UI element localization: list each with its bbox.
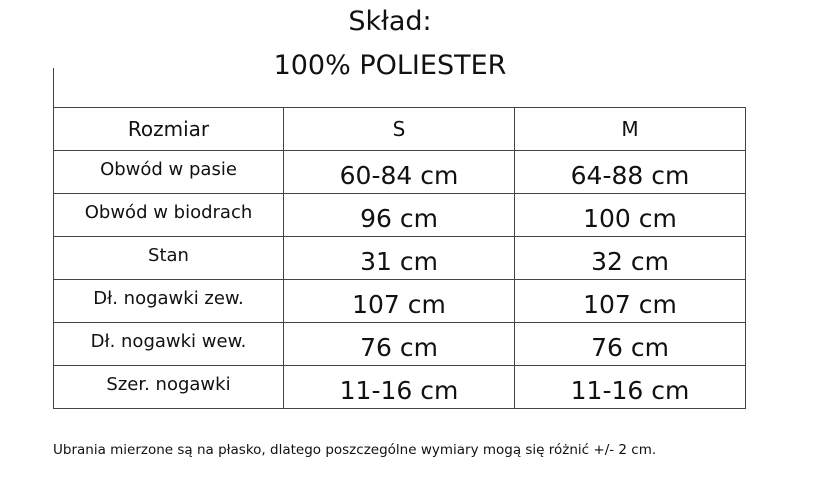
value-m: 64-88 cm xyxy=(514,150,746,194)
measurement-note: Ubrania mierzone są na płasko, dlatego p… xyxy=(53,442,657,458)
row-label: Dł. nogawki zew. xyxy=(53,279,284,323)
table-header-row: Rozmiar S M xyxy=(53,107,746,151)
table-row: Obwód w pasie 60-84 cm 64-88 cm xyxy=(53,150,746,194)
value-m: 76 cm xyxy=(514,322,746,366)
value-s: 107 cm xyxy=(283,279,515,323)
row-label: Szer. nogawki xyxy=(53,365,284,409)
size-table: Rozmiar S M Obwód w pasie 60-84 cm 64-88 c… xyxy=(53,107,746,409)
header-m: M xyxy=(514,107,746,151)
table-row: Szer. nogawki 11-16 cm 11-16 cm xyxy=(53,365,746,409)
row-label: Obwód w biodrach xyxy=(53,193,284,237)
value-s: 60-84 cm xyxy=(283,150,515,194)
table-row: Dł. nogawki wew. 76 cm 76 cm xyxy=(53,322,746,366)
header-s: S xyxy=(283,107,515,151)
value-s: 96 cm xyxy=(283,193,515,237)
table-row: Obwód w biodrach 96 cm 100 cm xyxy=(53,193,746,237)
row-label: Obwód w pasie xyxy=(53,150,284,194)
material-text: 100% POLIESTER xyxy=(273,50,507,81)
divider xyxy=(53,68,54,108)
value-s: 31 cm xyxy=(283,236,515,280)
composition-title: Skład: xyxy=(348,6,432,37)
table-row: Dł. nogawki zew. 107 cm 107 cm xyxy=(53,279,746,323)
table-row: Stan 31 cm 32 cm xyxy=(53,236,746,280)
value-m: 11-16 cm xyxy=(514,365,746,409)
row-label: Stan xyxy=(53,236,284,280)
value-m: 32 cm xyxy=(514,236,746,280)
value-m: 100 cm xyxy=(514,193,746,237)
value-m: 107 cm xyxy=(514,279,746,323)
header-size: Rozmiar xyxy=(53,107,284,151)
row-label: Dł. nogawki wew. xyxy=(53,322,284,366)
value-s: 11-16 cm xyxy=(283,365,515,409)
value-s: 76 cm xyxy=(283,322,515,366)
